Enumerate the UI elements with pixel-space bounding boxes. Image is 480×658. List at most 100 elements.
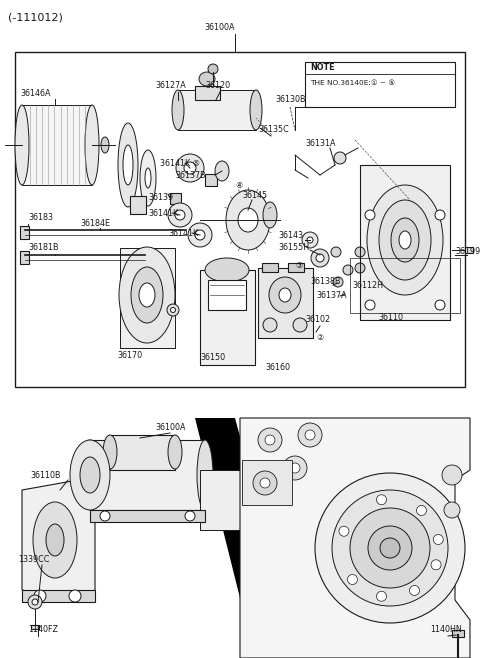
Ellipse shape (343, 265, 353, 275)
Text: 36183: 36183 (28, 213, 53, 222)
Bar (120, 248, 175, 348)
Text: (-111012): (-111012) (8, 12, 63, 22)
Text: 36110B: 36110B (30, 470, 60, 480)
Text: 36141K: 36141K (148, 209, 178, 218)
Text: 36146A: 36146A (20, 88, 50, 97)
Text: 1339CC: 1339CC (18, 555, 49, 565)
Bar (31, 625, 39, 629)
Ellipse shape (332, 490, 448, 606)
Text: 36141K: 36141K (168, 228, 198, 238)
Bar (288, 263, 304, 272)
Ellipse shape (315, 473, 465, 623)
Ellipse shape (255, 470, 265, 480)
Polygon shape (240, 418, 470, 658)
Ellipse shape (333, 277, 343, 287)
Ellipse shape (167, 304, 179, 316)
Ellipse shape (365, 300, 375, 310)
Text: 36137B: 36137B (175, 170, 205, 180)
Ellipse shape (15, 105, 29, 185)
Ellipse shape (334, 152, 346, 164)
Text: THE NO.36140E:① ~ ⑤: THE NO.36140E:① ~ ⑤ (310, 80, 395, 86)
Ellipse shape (85, 105, 99, 185)
Ellipse shape (131, 267, 163, 323)
Ellipse shape (283, 456, 307, 480)
Ellipse shape (265, 435, 275, 445)
Text: 36138B: 36138B (310, 278, 340, 286)
Ellipse shape (195, 230, 205, 240)
Ellipse shape (355, 247, 365, 257)
Bar (15, 52, 465, 387)
Ellipse shape (444, 502, 460, 518)
Ellipse shape (376, 592, 386, 601)
Ellipse shape (391, 218, 419, 262)
Bar (465, 247, 473, 253)
Text: 36127A: 36127A (155, 82, 186, 91)
Bar (20, 226, 29, 239)
Ellipse shape (409, 586, 420, 595)
Ellipse shape (339, 526, 349, 536)
Text: 36137A: 36137A (316, 290, 347, 299)
Bar (200, 470, 250, 530)
Bar (22, 590, 95, 602)
Ellipse shape (293, 318, 307, 332)
Bar (258, 268, 313, 338)
Bar (22, 105, 92, 185)
Ellipse shape (442, 465, 462, 485)
Text: NOTE: NOTE (310, 64, 335, 72)
Ellipse shape (305, 430, 315, 440)
Ellipse shape (139, 283, 155, 307)
Text: 36141K ⑤: 36141K ⑤ (160, 159, 200, 168)
Ellipse shape (253, 471, 277, 495)
Ellipse shape (355, 263, 365, 273)
Ellipse shape (263, 202, 277, 228)
Ellipse shape (100, 511, 110, 521)
Ellipse shape (258, 428, 282, 452)
Ellipse shape (80, 457, 100, 493)
Bar (350, 258, 460, 313)
Ellipse shape (226, 190, 270, 250)
Text: 36139: 36139 (148, 193, 173, 203)
Ellipse shape (316, 254, 324, 262)
Ellipse shape (33, 502, 77, 578)
Text: 36143: 36143 (278, 230, 303, 240)
Ellipse shape (185, 511, 195, 521)
Bar (205, 174, 217, 186)
Text: 36100A: 36100A (205, 24, 235, 32)
Ellipse shape (82, 440, 98, 510)
Wedge shape (250, 470, 280, 530)
Ellipse shape (69, 590, 81, 602)
Ellipse shape (123, 145, 133, 185)
Bar (262, 263, 278, 272)
Ellipse shape (331, 247, 341, 257)
Ellipse shape (302, 232, 318, 248)
Ellipse shape (263, 318, 277, 332)
Ellipse shape (379, 200, 431, 280)
Bar (90, 440, 205, 510)
Ellipse shape (32, 599, 38, 605)
Text: 36184E: 36184E (80, 218, 110, 228)
Ellipse shape (138, 250, 152, 264)
Ellipse shape (399, 231, 411, 249)
Ellipse shape (118, 123, 138, 207)
Text: 36130B: 36130B (275, 95, 305, 105)
Bar (195, 86, 220, 100)
Ellipse shape (435, 210, 445, 220)
Ellipse shape (250, 90, 262, 130)
Ellipse shape (417, 505, 427, 515)
Bar (305, 62, 455, 107)
Ellipse shape (199, 72, 215, 86)
Text: ②: ② (316, 332, 323, 342)
Ellipse shape (311, 249, 329, 267)
Ellipse shape (168, 203, 192, 227)
Text: 1140HN: 1140HN (430, 626, 462, 634)
Text: 36110: 36110 (378, 313, 403, 322)
Ellipse shape (34, 590, 46, 602)
Text: 36160: 36160 (265, 363, 290, 372)
Ellipse shape (176, 154, 204, 182)
Text: 36120: 36120 (205, 82, 230, 91)
Ellipse shape (170, 307, 176, 313)
Ellipse shape (208, 64, 218, 74)
Ellipse shape (367, 185, 443, 295)
Ellipse shape (28, 595, 42, 609)
Ellipse shape (298, 423, 322, 447)
